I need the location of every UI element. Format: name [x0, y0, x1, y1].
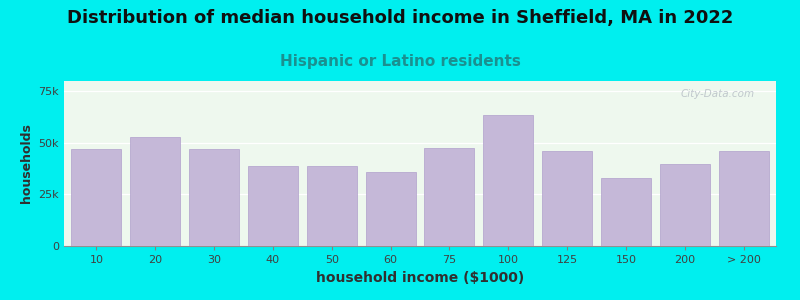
- Text: City-Data.com: City-Data.com: [681, 89, 754, 99]
- Text: Hispanic or Latino residents: Hispanic or Latino residents: [279, 54, 521, 69]
- Bar: [601, 178, 651, 246]
- Bar: [366, 172, 415, 246]
- Bar: [483, 115, 534, 246]
- Bar: [189, 149, 239, 246]
- Y-axis label: households: households: [20, 124, 33, 203]
- X-axis label: household income ($1000): household income ($1000): [316, 271, 524, 285]
- Bar: [130, 137, 180, 246]
- Bar: [306, 166, 357, 246]
- Bar: [71, 149, 122, 246]
- Bar: [248, 166, 298, 246]
- Text: Distribution of median household income in Sheffield, MA in 2022: Distribution of median household income …: [67, 9, 733, 27]
- Bar: [660, 164, 710, 246]
- Bar: [542, 151, 592, 246]
- Bar: [718, 151, 769, 246]
- Bar: [425, 148, 474, 246]
